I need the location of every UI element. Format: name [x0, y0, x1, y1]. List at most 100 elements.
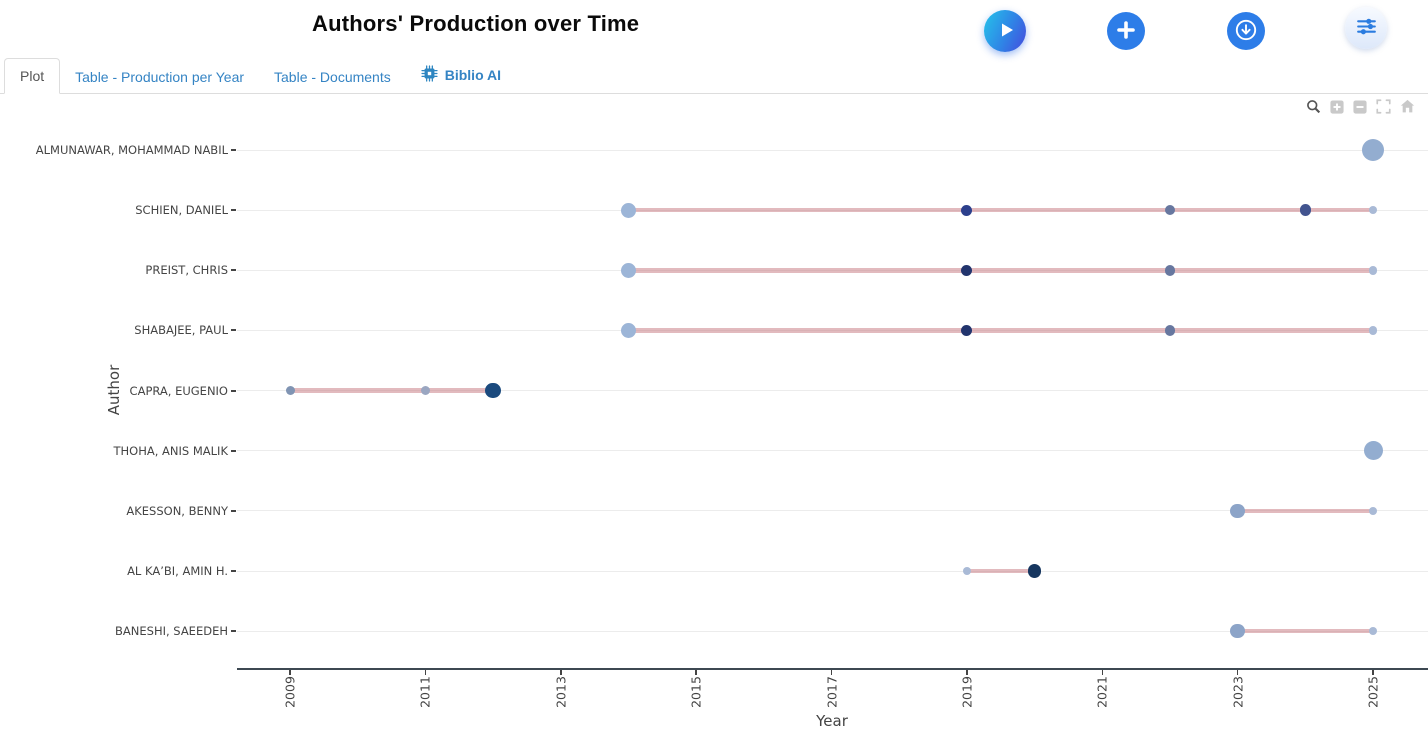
play-icon — [992, 17, 1018, 46]
tab-table-production-per-year[interactable]: Table - Production per Year — [60, 60, 259, 94]
autoscale-icon[interactable] — [1376, 99, 1391, 114]
y-tick — [231, 630, 236, 633]
production-line — [966, 568, 1035, 574]
run-button[interactable] — [984, 10, 1026, 52]
x-tick — [1372, 670, 1374, 675]
production-dot — [961, 324, 973, 336]
x-tick — [1101, 670, 1103, 675]
grid-line — [237, 390, 1428, 392]
production-dot — [962, 566, 972, 576]
x-axis-title: Year — [816, 712, 848, 730]
x-tick — [289, 670, 291, 675]
production-dot — [1362, 139, 1384, 161]
y-tick — [231, 449, 236, 452]
tab-table-documents-label: Table - Documents — [274, 69, 391, 85]
author-tick-label: CAPRA, EUGENIO — [129, 383, 228, 398]
author-tick-label: ALMUNAWAR, MOHAMMAD NABIL — [35, 143, 228, 157]
tab-plot[interactable]: Plot — [4, 58, 61, 94]
x-tick — [830, 670, 833, 675]
x-axis-line — [237, 668, 1428, 670]
production-dot — [420, 386, 430, 396]
tab-bar: Plot Table - Production per Year Table -… — [0, 56, 1428, 94]
add-button[interactable] — [1107, 12, 1145, 50]
production-line — [628, 328, 1373, 333]
production-line — [628, 268, 1373, 273]
download-icon — [1233, 17, 1259, 46]
plot-modebar — [1306, 99, 1415, 114]
y-tick — [231, 389, 236, 392]
zoom-icon[interactable] — [1306, 99, 1321, 114]
production-dot — [1368, 266, 1378, 275]
tab-table-production-label: Table - Production per Year — [75, 69, 245, 85]
zoom-out-icon[interactable] — [1353, 99, 1367, 114]
x-tick-label: 2009 — [282, 676, 298, 708]
author-tick-label: SHABAJEE, PAUL — [134, 323, 228, 338]
production-dot — [1299, 204, 1312, 216]
production-line — [1237, 508, 1373, 514]
production-dot — [1230, 623, 1245, 639]
x-tick — [424, 670, 427, 675]
x-tick-label: 2025 — [1365, 676, 1381, 708]
production-dot — [1368, 626, 1378, 636]
production-dot — [1363, 441, 1383, 461]
x-tick — [966, 670, 968, 675]
x-tick — [1236, 670, 1239, 675]
production-dot — [285, 386, 295, 396]
y-tick — [231, 209, 236, 212]
y-axis-title: Author — [105, 364, 123, 416]
x-tick-label: 2015 — [688, 676, 704, 708]
author-tick-label: PREIST, CHRIS — [145, 263, 228, 278]
production-dot — [1368, 506, 1378, 516]
author-tick-label: THOHA, ANIS MALIK — [113, 443, 229, 458]
tab-biblio-ai[interactable]: Biblio AI — [406, 56, 516, 94]
production-dot — [1164, 265, 1176, 276]
x-tick-label: 2021 — [1094, 676, 1110, 708]
settings-button[interactable] — [1345, 7, 1387, 49]
production-dot — [1027, 564, 1042, 578]
plus-icon — [1114, 18, 1138, 45]
x-tick-label: 2017 — [824, 676, 839, 708]
production-dot — [1164, 325, 1176, 336]
y-tick — [231, 149, 236, 151]
production-dot — [620, 262, 636, 278]
production-dot — [1164, 204, 1176, 216]
y-tick — [231, 570, 236, 573]
grid-line — [237, 570, 1428, 572]
y-tick — [231, 509, 236, 512]
grid-line — [237, 149, 1428, 151]
reset-axes-icon[interactable] — [1400, 99, 1415, 114]
tab-plot-label: Plot — [20, 68, 45, 84]
authors-production-chart: ALMUNAWAR, MOHAMMAD NABIL SCHIEN, DANIEL P… — [0, 94, 1428, 736]
production-dot — [1368, 326, 1378, 335]
y-tick — [231, 329, 236, 332]
production-line — [628, 207, 1373, 213]
x-tick-label: 2023 — [1230, 676, 1246, 708]
grid-line — [237, 510, 1428, 512]
download-button[interactable] — [1227, 12, 1265, 50]
production-dot — [1230, 503, 1245, 519]
tab-table-documents[interactable]: Table - Documents — [259, 60, 406, 94]
production-dot — [620, 202, 636, 218]
tab-biblio-ai-label: Biblio AI — [444, 67, 501, 83]
chip-icon — [421, 65, 438, 85]
production-line — [1237, 628, 1373, 634]
x-tick-label: 2019 — [959, 676, 975, 708]
grid-line — [237, 450, 1428, 452]
x-tick — [560, 670, 562, 675]
production-dot — [961, 204, 973, 216]
grid-line — [237, 630, 1428, 632]
author-tick-label: SCHIEN, DANIEL — [135, 203, 228, 218]
production-line — [290, 388, 494, 393]
y-tick — [231, 269, 236, 272]
production-dot — [1368, 205, 1378, 215]
production-dot — [620, 322, 636, 338]
production-dot — [961, 264, 973, 276]
zoom-in-icon[interactable] — [1330, 99, 1344, 114]
sliders-icon — [1354, 14, 1379, 42]
author-tick-label: BANESHI, SAEEDEH — [115, 624, 228, 639]
author-tick-label: AKESSON, BENNY — [126, 503, 228, 518]
page-title: Authors' Production over Time — [312, 11, 640, 36]
author-tick-label: AL KA’BI, AMIN H. — [127, 564, 228, 579]
x-tick-label: 2013 — [553, 676, 569, 708]
x-tick — [695, 670, 697, 675]
